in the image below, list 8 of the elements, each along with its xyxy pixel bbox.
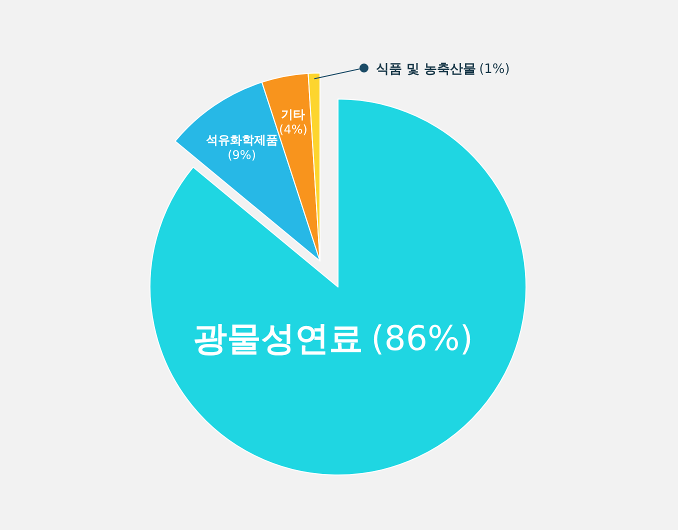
data-label: (4%): [279, 122, 308, 137]
slice-label: 기타: [281, 108, 306, 122]
slice-label: 식품 및 농축산물: [376, 62, 476, 77]
slice-label: 광물성연료: [192, 319, 363, 359]
data-label: (86%): [370, 319, 474, 359]
slice-label: 석유화학제품: [206, 132, 278, 147]
data-label: (1%): [479, 62, 510, 77]
data-label: (9%): [228, 148, 256, 162]
